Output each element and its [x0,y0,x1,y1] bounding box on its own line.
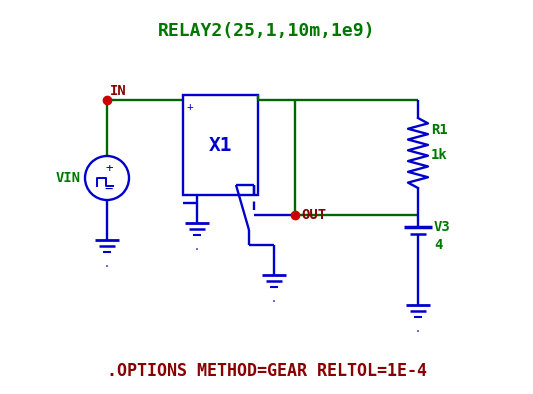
Text: .OPTIONS METHOD=GEAR RELTOL=1E-4: .OPTIONS METHOD=GEAR RELTOL=1E-4 [107,362,427,380]
Text: +: + [105,162,113,175]
Text: .: . [104,259,110,269]
Text: RELAY2(25,1,10m,1e9): RELAY2(25,1,10m,1e9) [158,22,376,40]
Text: .: . [415,324,421,334]
Text: X1: X1 [209,136,232,154]
Text: IN: IN [110,84,127,98]
Text: VIN: VIN [56,171,81,185]
Text: OUT: OUT [301,208,326,222]
Text: −: − [105,182,113,196]
Text: .: . [194,242,200,252]
Text: +: + [187,102,194,112]
Bar [183,95,258,195]
Text: .: . [271,294,277,304]
Text: 4: 4 [434,238,442,252]
Text: R1: R1 [431,123,448,137]
Text: V3: V3 [434,220,451,234]
Text: 1k: 1k [431,148,448,162]
